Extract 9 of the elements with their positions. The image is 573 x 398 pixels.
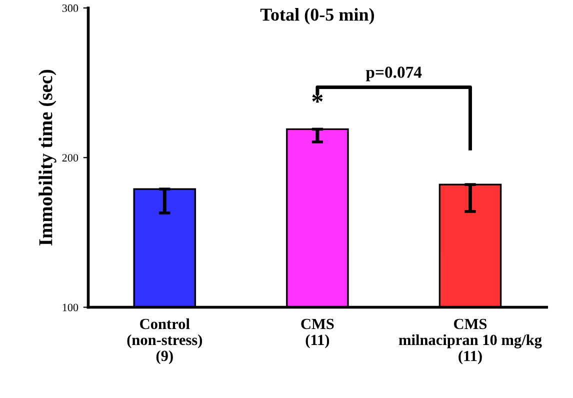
chart-title: Total (0-5 min) [260,8,374,24]
y-tick-label: 100 [62,304,78,312]
y-tick-label: 300 [62,4,78,12]
annotation: p=0.074 [366,66,422,82]
x-tick-label: CMS milnacipran 10 mg/kg (11) [398,318,542,364]
x-tick-label: Control (non-stress) (9) [127,318,202,364]
x-tick-label: CMS (11) [301,318,334,348]
y-tick-label: 200 [62,154,78,162]
y-axis-title: Immobility time (sec) [38,70,56,246]
